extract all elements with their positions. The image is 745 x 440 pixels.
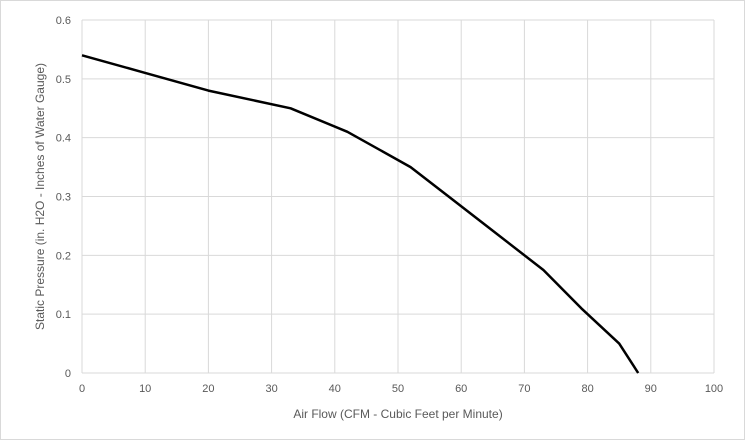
- x-tick-label: 0: [79, 383, 85, 395]
- x-axis-title: Air Flow (CFM - Cubic Feet per Minute): [293, 407, 502, 421]
- x-tick-label: 60: [455, 383, 467, 395]
- series-line: [81, 54, 640, 374]
- y-tick-label: 0.4: [56, 133, 71, 145]
- x-tick-label: 50: [392, 383, 404, 395]
- x-tick-label: 40: [329, 383, 341, 395]
- x-tick-label: 90: [645, 383, 657, 395]
- y-tick-label: 0.2: [56, 250, 71, 262]
- x-tick-label: 20: [202, 383, 214, 395]
- y-tick-label: 0.3: [56, 192, 71, 204]
- x-tick-label: 80: [581, 383, 593, 395]
- y-tick-label: 0.6: [56, 15, 71, 27]
- gridlines: [81, 19, 715, 374]
- x-tick-label: 70: [518, 383, 530, 395]
- x-tick-label: 100: [705, 383, 723, 395]
- series-layer: [81, 54, 640, 374]
- x-tick-label: 10: [139, 383, 151, 395]
- y-tick-label: 0.1: [56, 309, 71, 321]
- y-axis-title: Static Pressure (in. H2O - Inches of Wat…: [33, 63, 47, 330]
- y-tick-label: 0: [65, 368, 71, 380]
- tick-labels: 0 0.1 0.2 0.3 0.4 0.5 0.6 0 10 20 30 40 50 60 70 80 90 10…: [56, 15, 723, 395]
- y-tick-label: 0.5: [56, 74, 71, 86]
- x-tick-label: 30: [265, 383, 277, 395]
